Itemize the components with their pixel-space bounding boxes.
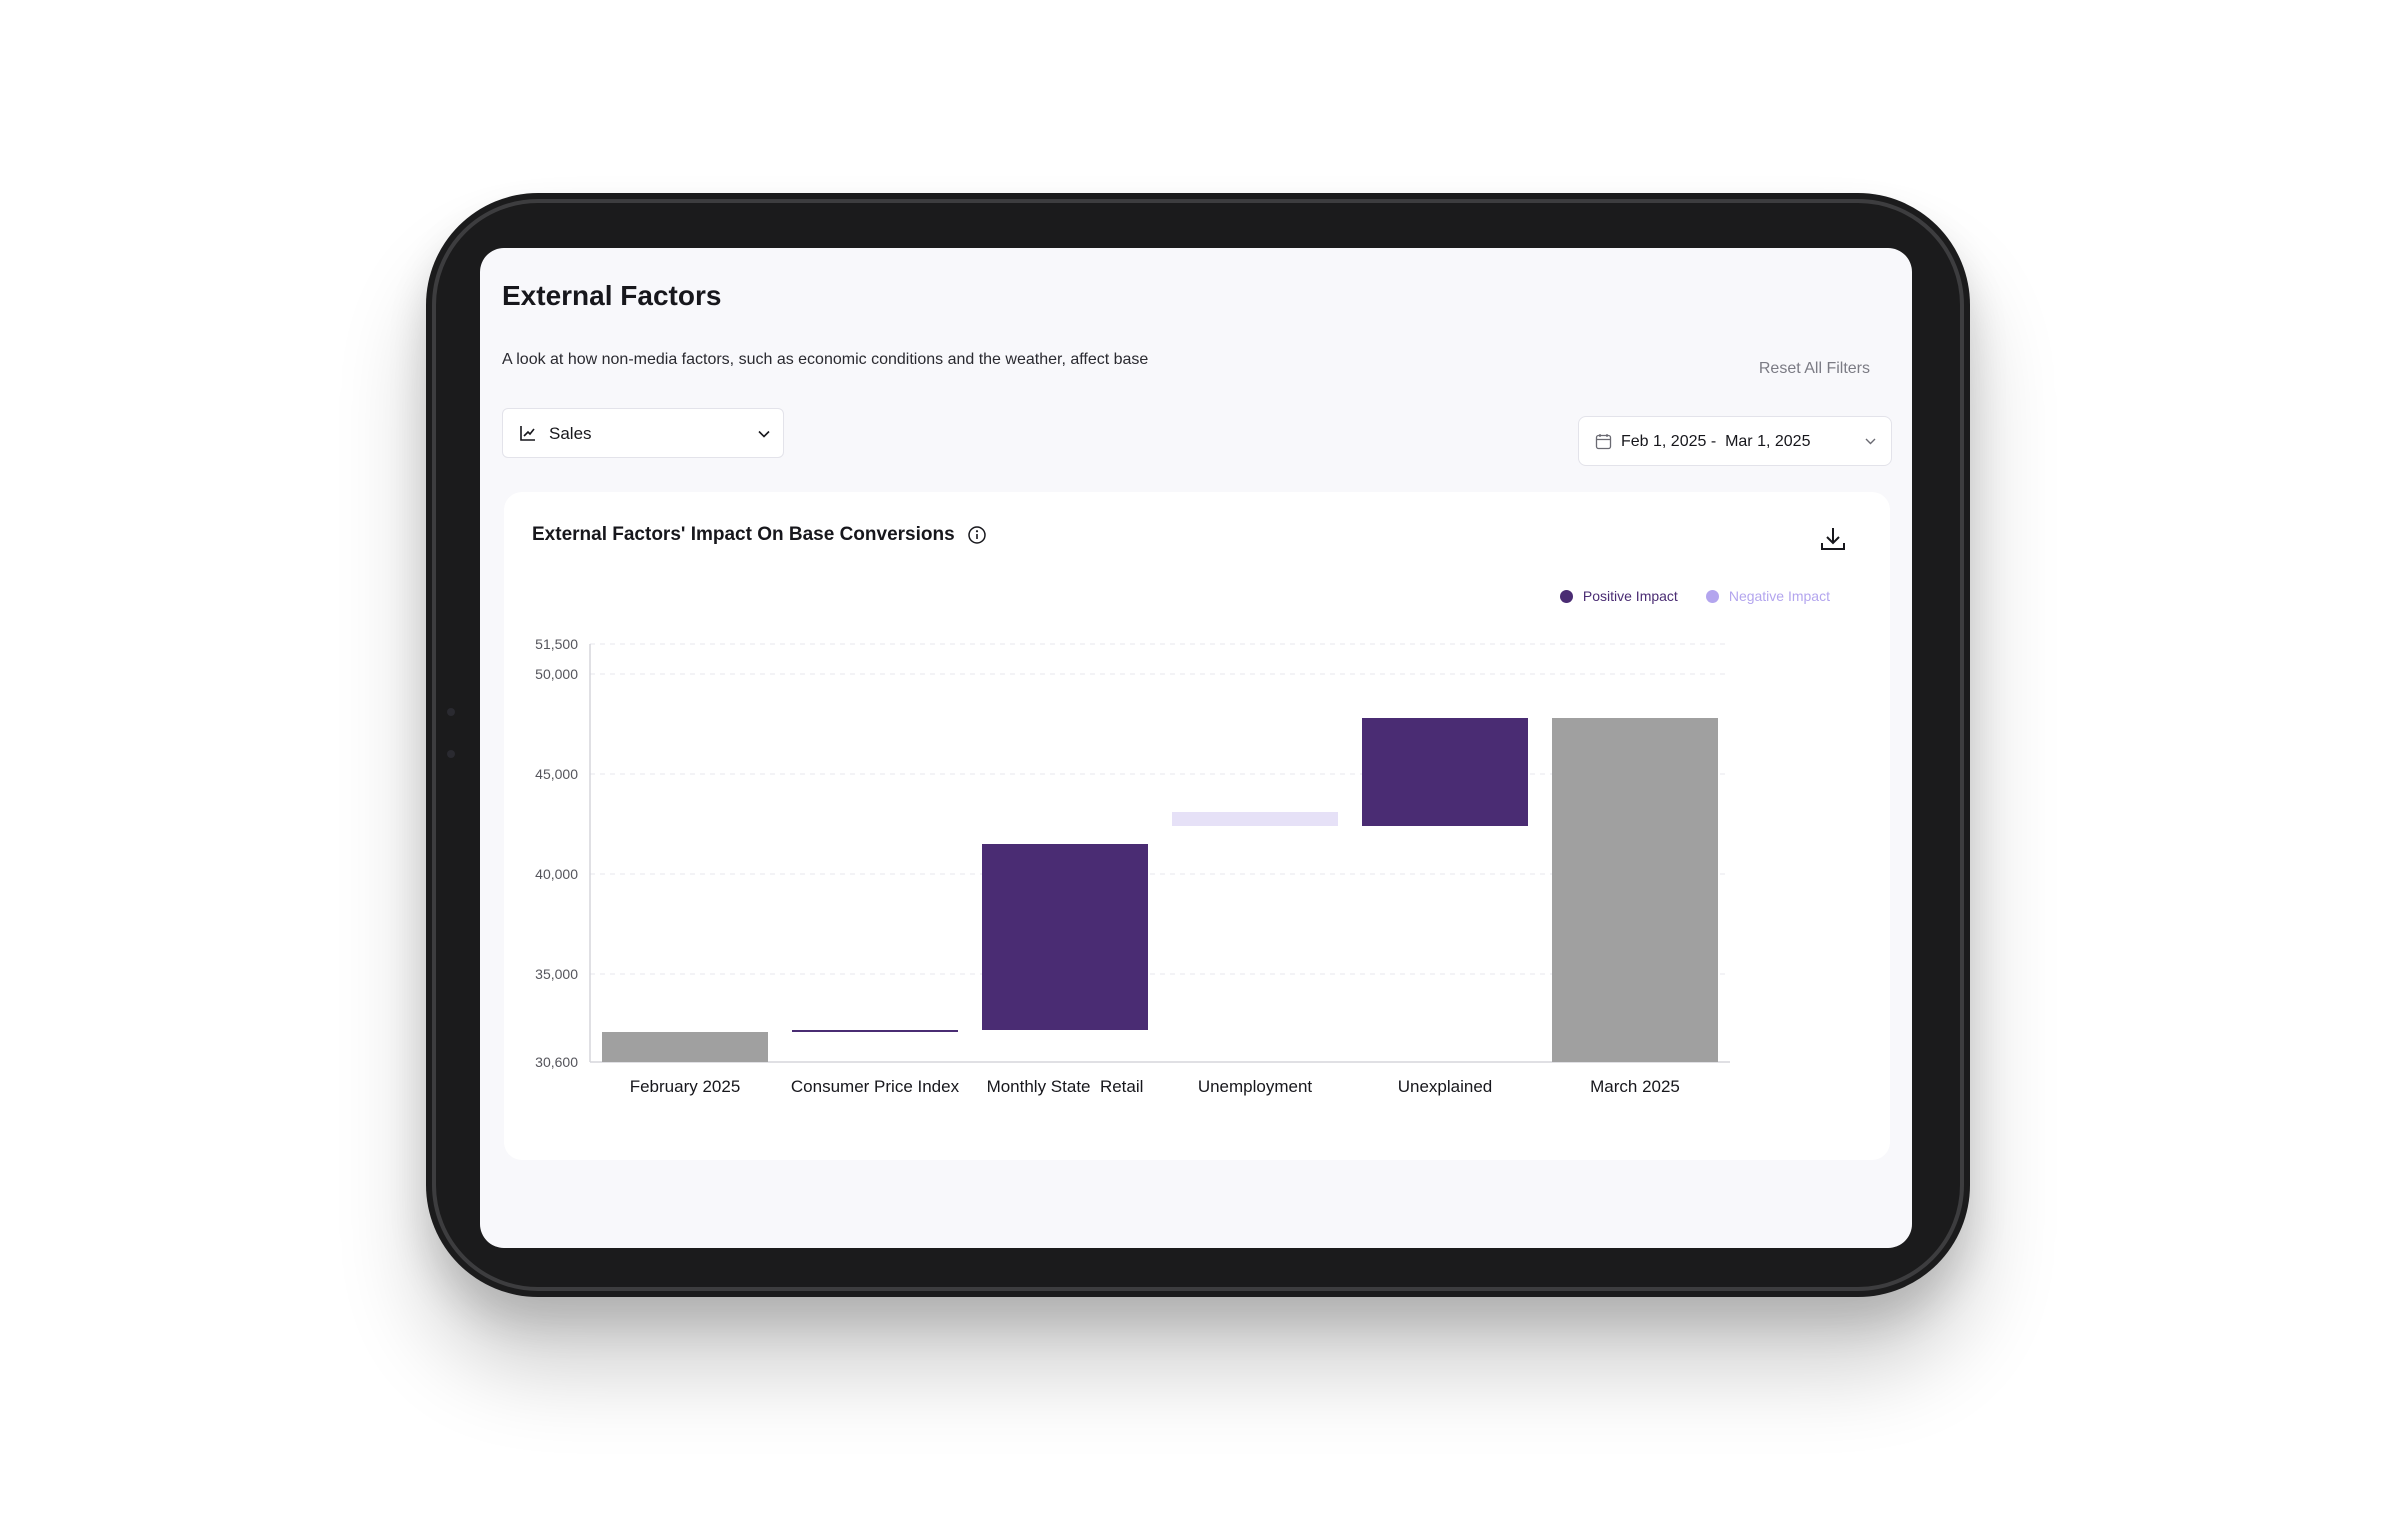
app-screen: External Factors A look at how non-media… <box>480 248 1912 1248</box>
x-tick-label: Consumer Price Index <box>791 1077 960 1096</box>
bar-negative <box>1172 812 1338 826</box>
x-tick-label: Unexplained <box>1398 1077 1493 1096</box>
legend-label-negative: Negative Impact <box>1728 588 1830 604</box>
camera-dot <box>447 708 455 716</box>
legend-swatch-positive <box>1559 589 1573 603</box>
x-tick-label: March 2025 <box>1590 1077 1680 1096</box>
chart-title-text: External Factors' Impact On Base Convers… <box>532 524 955 545</box>
bar-positive <box>1362 718 1528 826</box>
bar-total <box>602 1032 768 1062</box>
x-tick-label: February 2025 <box>630 1077 741 1096</box>
chart-title: External Factors' Impact On Base Convers… <box>532 524 987 546</box>
legend-item-negative[interactable]: Negative Impact <box>1705 588 1830 604</box>
legend-label-positive: Positive Impact <box>1582 588 1678 604</box>
bar-positive <box>792 1030 958 1032</box>
y-tick-label: 45,000 <box>535 766 578 782</box>
line-chart-icon <box>520 426 535 441</box>
reset-filters-button[interactable]: Reset All Filters <box>1758 360 1870 377</box>
y-tick-label: 50,000 <box>535 666 578 682</box>
date-range-end: Mar 1, 2025 <box>1725 433 1811 450</box>
date-range-text: Feb 1, 2025 - Mar 1, 2025 <box>1621 433 1811 450</box>
metric-select-value: Sales <box>549 424 592 443</box>
chevron-down-icon <box>758 430 770 438</box>
x-tick-label: Unemployment <box>1198 1077 1313 1096</box>
date-range-start: Feb 1, 2025 <box>1621 433 1707 450</box>
bar-positive <box>982 844 1148 1030</box>
camera-dot <box>447 750 455 758</box>
legend-item-positive[interactable]: Positive Impact <box>1559 588 1678 604</box>
calendar-icon <box>1595 434 1612 450</box>
y-tick-label: 40,000 <box>535 866 578 882</box>
x-tick-label: Monthly State Retail <box>987 1077 1144 1096</box>
info-icon[interactable] <box>967 525 987 545</box>
chart-legend: Positive Impact Negative Impact <box>1559 588 1830 604</box>
metric-select[interactable]: Sales <box>502 408 784 458</box>
bar-total <box>1552 718 1718 1062</box>
y-tick-label: 30,600 <box>535 1054 578 1070</box>
page-title: External Factors <box>502 280 722 311</box>
legend-swatch-negative <box>1705 589 1719 603</box>
chart-card: External Factors' Impact On Base Convers… <box>504 492 1890 1160</box>
date-range-picker[interactable]: Feb 1, 2025 - Mar 1, 2025 <box>1578 416 1892 466</box>
chevron-down-icon <box>1865 438 1876 445</box>
waterfall-chart: 30,600 35,000 40,000 45,000 50,000 51,500 Febr… <box>535 636 1730 1096</box>
page-description: A look at how non-media factors, such as… <box>502 351 1149 368</box>
y-tick-label: 35,000 <box>535 966 578 982</box>
y-tick-label: 51,500 <box>535 636 578 652</box>
download-icon[interactable] <box>1818 524 1848 554</box>
tablet-rim <box>432 199 1964 1291</box>
